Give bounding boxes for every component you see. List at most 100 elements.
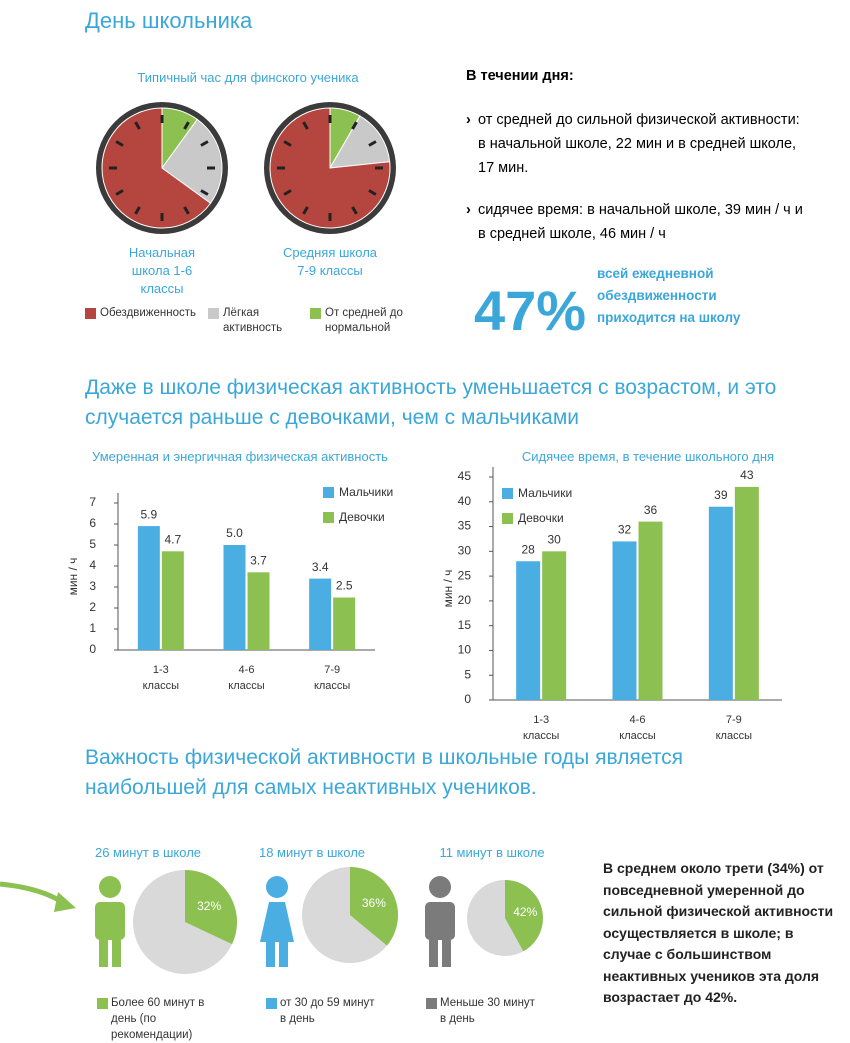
legend-label: от 30 до 59 минут в день (280, 997, 375, 1025)
clock-tick (200, 189, 209, 196)
legend-label: Лёгкая активность (223, 307, 283, 334)
day-item: от средней до сильной физической активно… (466, 108, 808, 180)
y-tick-label: 7 (89, 495, 96, 509)
bar (309, 578, 332, 650)
y-tick-label: 40 (458, 494, 472, 508)
x-tick-label: 4-6 классы (619, 714, 656, 742)
bar (161, 551, 184, 650)
highlight-text: всей ежедневной обездвиженности приходит… (597, 266, 741, 325)
legend-swatch (323, 512, 334, 523)
chart-title: Сидячее время, в течение школьного дня (521, 449, 775, 464)
value-label: 4.7 (164, 532, 181, 546)
bar (612, 541, 637, 700)
day-item: сидячее время: в начальной школе, 39 мин… (466, 198, 808, 246)
chart-title: Типичный час для финского ученика (137, 70, 359, 85)
legend-label: Более 60 минут в день (по рекомендации) (111, 997, 205, 1041)
x-tick-label: 7-9 классы (715, 714, 753, 742)
y-tick-label: 0 (89, 642, 96, 656)
clock-tick (368, 140, 377, 147)
y-tick-label: 2 (89, 600, 96, 614)
figure-leg (266, 940, 275, 967)
value-label: 2.5 (336, 579, 353, 593)
value-label: 43 (740, 468, 754, 482)
legend-swatch (502, 488, 513, 499)
legend-swatch (502, 513, 513, 524)
figure-body (425, 902, 455, 940)
section-heading: Даже в школе физическая активность умень… (85, 376, 777, 429)
pie-slice (101, 107, 212, 229)
y-tick-label: 45 (458, 469, 472, 483)
clock-tick (200, 140, 209, 147)
arrow (0, 881, 64, 905)
bar (708, 506, 733, 700)
legend-label: Девочки (518, 511, 564, 525)
legend-swatch (85, 308, 96, 319)
legend-label: Мальчики (339, 485, 393, 499)
pie-slice (329, 115, 391, 169)
chart-title: Умеренная и энергичная физическая активн… (92, 449, 388, 464)
clock-tick (368, 189, 377, 196)
figure-leg (279, 940, 288, 967)
legend-label: Мальчики (518, 486, 572, 500)
y-tick-label: 5 (464, 667, 471, 681)
y-tick-label: 5 (89, 537, 96, 551)
day-heading: В течении дня: (466, 68, 574, 84)
y-tick-label: 1 (89, 621, 96, 635)
value-label: 3.4 (312, 560, 329, 574)
value-label: 39 (714, 488, 728, 502)
bar (247, 572, 270, 650)
clock-tick (183, 121, 190, 130)
value-label: 32 (618, 523, 632, 537)
figure-leg (442, 940, 451, 967)
bar (223, 545, 246, 650)
pie-label: Начальная школа 1-6 классы (128, 245, 196, 296)
bar (137, 526, 160, 650)
pie-slice (185, 870, 237, 945)
pie-value-label: 32% (197, 899, 221, 913)
figure-leg (112, 940, 121, 967)
value-label: 36 (644, 503, 658, 517)
value-label: 30 (547, 533, 561, 547)
y-tick-label: 6 (89, 516, 96, 530)
legend-swatch (426, 998, 437, 1009)
legend-swatch (266, 998, 277, 1009)
clock-tick (351, 206, 358, 215)
value-label: 5.9 (140, 507, 157, 521)
section-heading: Важность физической активности в школьны… (85, 746, 684, 799)
clock-tick (115, 189, 124, 196)
legend-swatch (323, 487, 334, 498)
y-tick-label: 20 (458, 593, 472, 607)
clock-tick (302, 206, 309, 215)
y-tick-label: 0 (464, 692, 471, 706)
figure-head (266, 876, 288, 898)
legend-label: От средней до нормальной (325, 307, 403, 334)
bar (734, 486, 759, 700)
legend-label: Девочки (339, 510, 385, 524)
clock-tick (283, 189, 292, 196)
clock-tick (283, 140, 292, 147)
x-tick-label: 7-9 классы (313, 664, 351, 692)
clock-tick (134, 206, 141, 215)
x-tick-label: 4-6 классы (228, 664, 265, 692)
y-tick-label: 10 (458, 643, 472, 657)
y-tick-label: 3 (89, 579, 96, 593)
bar (516, 561, 541, 700)
pie-value-label: 36% (362, 896, 386, 910)
bar (333, 597, 356, 650)
x-tick-label: 1-3 классы (142, 664, 180, 692)
clock-tick (351, 121, 358, 130)
figure-head (429, 876, 451, 898)
y-tick-label: 30 (458, 544, 472, 558)
legend-swatch (310, 308, 321, 319)
pie-title: 11 минут в школе (439, 845, 545, 860)
pie-slice (350, 867, 399, 946)
y-tick-label: 35 (458, 519, 472, 533)
page-title: День школьника (85, 8, 253, 33)
y-axis-label: мин / ч (441, 570, 455, 608)
y-tick-label: 25 (458, 568, 472, 582)
clock-tick (134, 121, 141, 130)
y-tick-label: 4 (89, 558, 96, 572)
y-tick-label: 15 (458, 618, 472, 632)
